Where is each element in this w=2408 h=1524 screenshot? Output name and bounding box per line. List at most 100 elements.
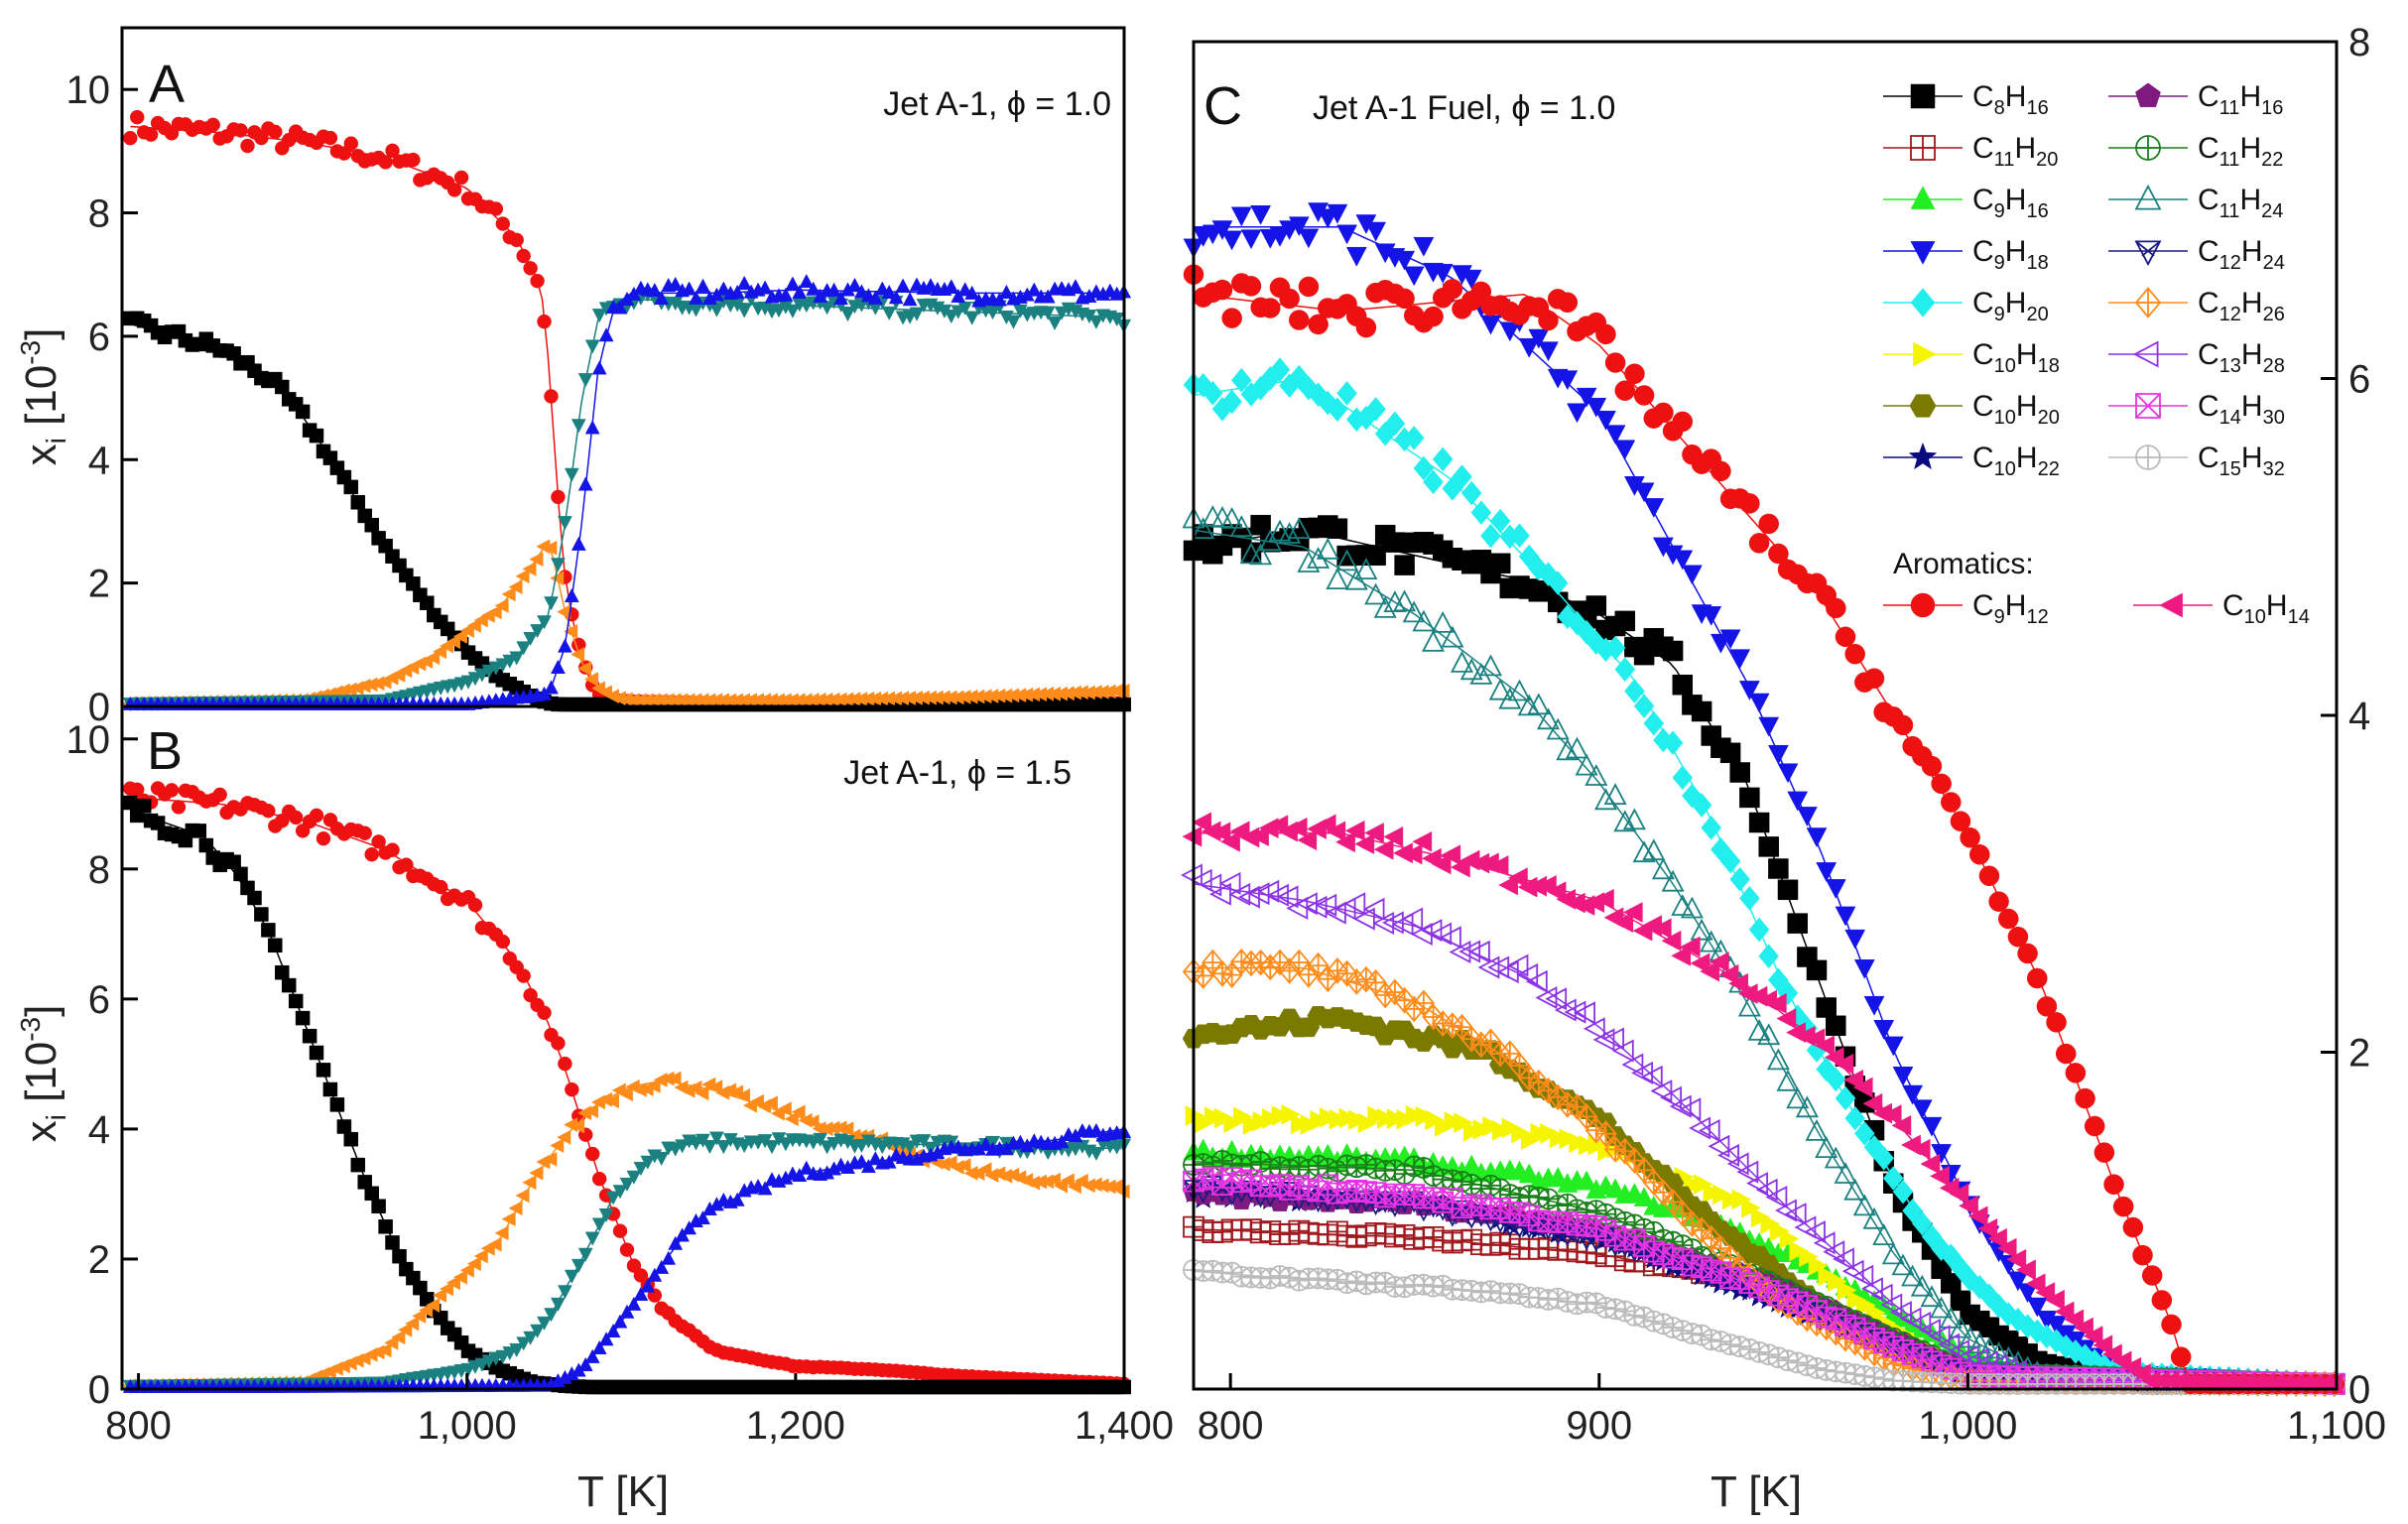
data-point: [1757, 1023, 1781, 1046]
data-point: [1930, 1165, 1950, 1187]
data-point: [392, 1248, 407, 1264]
y-tick-label: 10: [66, 68, 111, 112]
data-point: [1643, 498, 1665, 518]
data-point: [136, 799, 152, 814]
data-point: [254, 907, 269, 922]
data-point: [1870, 1283, 1893, 1307]
data-point: [564, 587, 579, 602]
data-point: [329, 1097, 345, 1112]
data-point: [1535, 986, 1558, 1010]
series-black: [123, 311, 1131, 712]
data-point: [1354, 833, 1375, 855]
data-point: [1969, 844, 1990, 865]
data-point: [2093, 1142, 2115, 1163]
data-point: [357, 826, 372, 841]
data-point: [1843, 1178, 1867, 1201]
data-point: [1595, 323, 1616, 345]
data-point: [544, 680, 559, 695]
panel-c-legend: C8H16 C11H20 C9H16 C9H18 C9H20 C10H18 C10H20 C1…: [1883, 80, 2310, 628]
data-point: [1891, 1114, 1912, 1136]
data-point: [364, 846, 379, 862]
data-point: [2036, 996, 2058, 1017]
data-point: [619, 1177, 635, 1193]
data-point: [689, 290, 703, 305]
data-point: [1746, 1172, 1768, 1196]
data-point: [1364, 823, 1384, 843]
data-point: [1977, 1217, 1998, 1239]
data-point: [1959, 1326, 1982, 1348]
data-point: [626, 1170, 642, 1185]
data-point: [1413, 455, 1435, 481]
data-point: [452, 1269, 467, 1285]
data-point: [584, 339, 600, 354]
data-point: [785, 276, 801, 291]
x-tick-label: 800: [1198, 1404, 1264, 1448]
data-point: [1643, 710, 1665, 736]
data-point: [633, 1162, 649, 1177]
legend-marker: [1910, 241, 1936, 265]
data-point: [1545, 987, 1568, 1011]
data-point: [1863, 668, 1885, 690]
data-point: [1775, 1199, 1797, 1222]
data-point: [1287, 517, 1311, 539]
data-point: [1518, 337, 1540, 358]
data-point: [509, 232, 524, 248]
data-point: [1698, 1119, 1720, 1142]
data-point: [1432, 446, 1454, 472]
panel-c-y-ticks: 0 2 4 6 8: [2321, 21, 2370, 1412]
data-point: [1777, 879, 1799, 901]
data-point: [1729, 762, 1750, 783]
data-point: [2132, 1244, 2153, 1266]
data-point: [537, 615, 552, 630]
legend-label: C9H18: [1972, 235, 2049, 274]
data-point: [1824, 1146, 1847, 1169]
data-point: [764, 1140, 780, 1155]
data-point: [944, 310, 959, 324]
data-point: [1690, 918, 1713, 941]
data-point: [619, 1304, 635, 1319]
data-point: [1026, 282, 1042, 297]
data-point: [191, 824, 207, 838]
data-point: [439, 1281, 454, 1297]
data-point: [1374, 981, 1397, 1009]
data-point: [1383, 826, 1404, 847]
data-point: [1467, 940, 1490, 963]
x-tick-label: 900: [1566, 1404, 1632, 1448]
data-point: [1737, 994, 1761, 1017]
data-point: [523, 631, 539, 647]
data-point: [729, 1192, 745, 1206]
data-point: [1921, 755, 1943, 777]
legend-label: C9H12: [1972, 589, 2049, 628]
data-point: [1335, 549, 1359, 572]
data-point: [309, 808, 324, 824]
data-point: [1315, 893, 1337, 917]
data-point: [777, 1101, 792, 1117]
panel-c-title: Jet A-1 Fuel, ϕ = 1.0: [1313, 89, 1615, 127]
data-point: [2075, 1087, 2095, 1109]
ylabel-x: x: [17, 1120, 65, 1142]
y-tick-label: 0: [2348, 1368, 2370, 1412]
series-c9h12: [1183, 264, 2345, 1395]
data-point: [661, 1250, 677, 1265]
data-point: [1527, 693, 1551, 715]
data-point: [426, 650, 441, 666]
data-point: [888, 290, 904, 305]
data-point: [1221, 308, 1242, 328]
data-point: [384, 1334, 399, 1350]
data-point: [1748, 812, 1770, 833]
data-point: [847, 277, 862, 292]
data-point: [212, 787, 227, 803]
data-point: [2170, 1346, 2192, 1367]
data-point: [522, 561, 537, 576]
data-point: [1758, 836, 1779, 857]
data-point: [1401, 907, 1424, 931]
legend-item-c9h18: C9H18: [1883, 235, 2049, 274]
data-point: [295, 1010, 311, 1026]
data-point: [1844, 643, 1865, 665]
y-tick-label: 8: [88, 192, 110, 236]
data-point: [1403, 266, 1425, 287]
series-line: [130, 298, 1122, 704]
data-point: [1372, 912, 1395, 935]
data-point: [1278, 522, 1302, 544]
